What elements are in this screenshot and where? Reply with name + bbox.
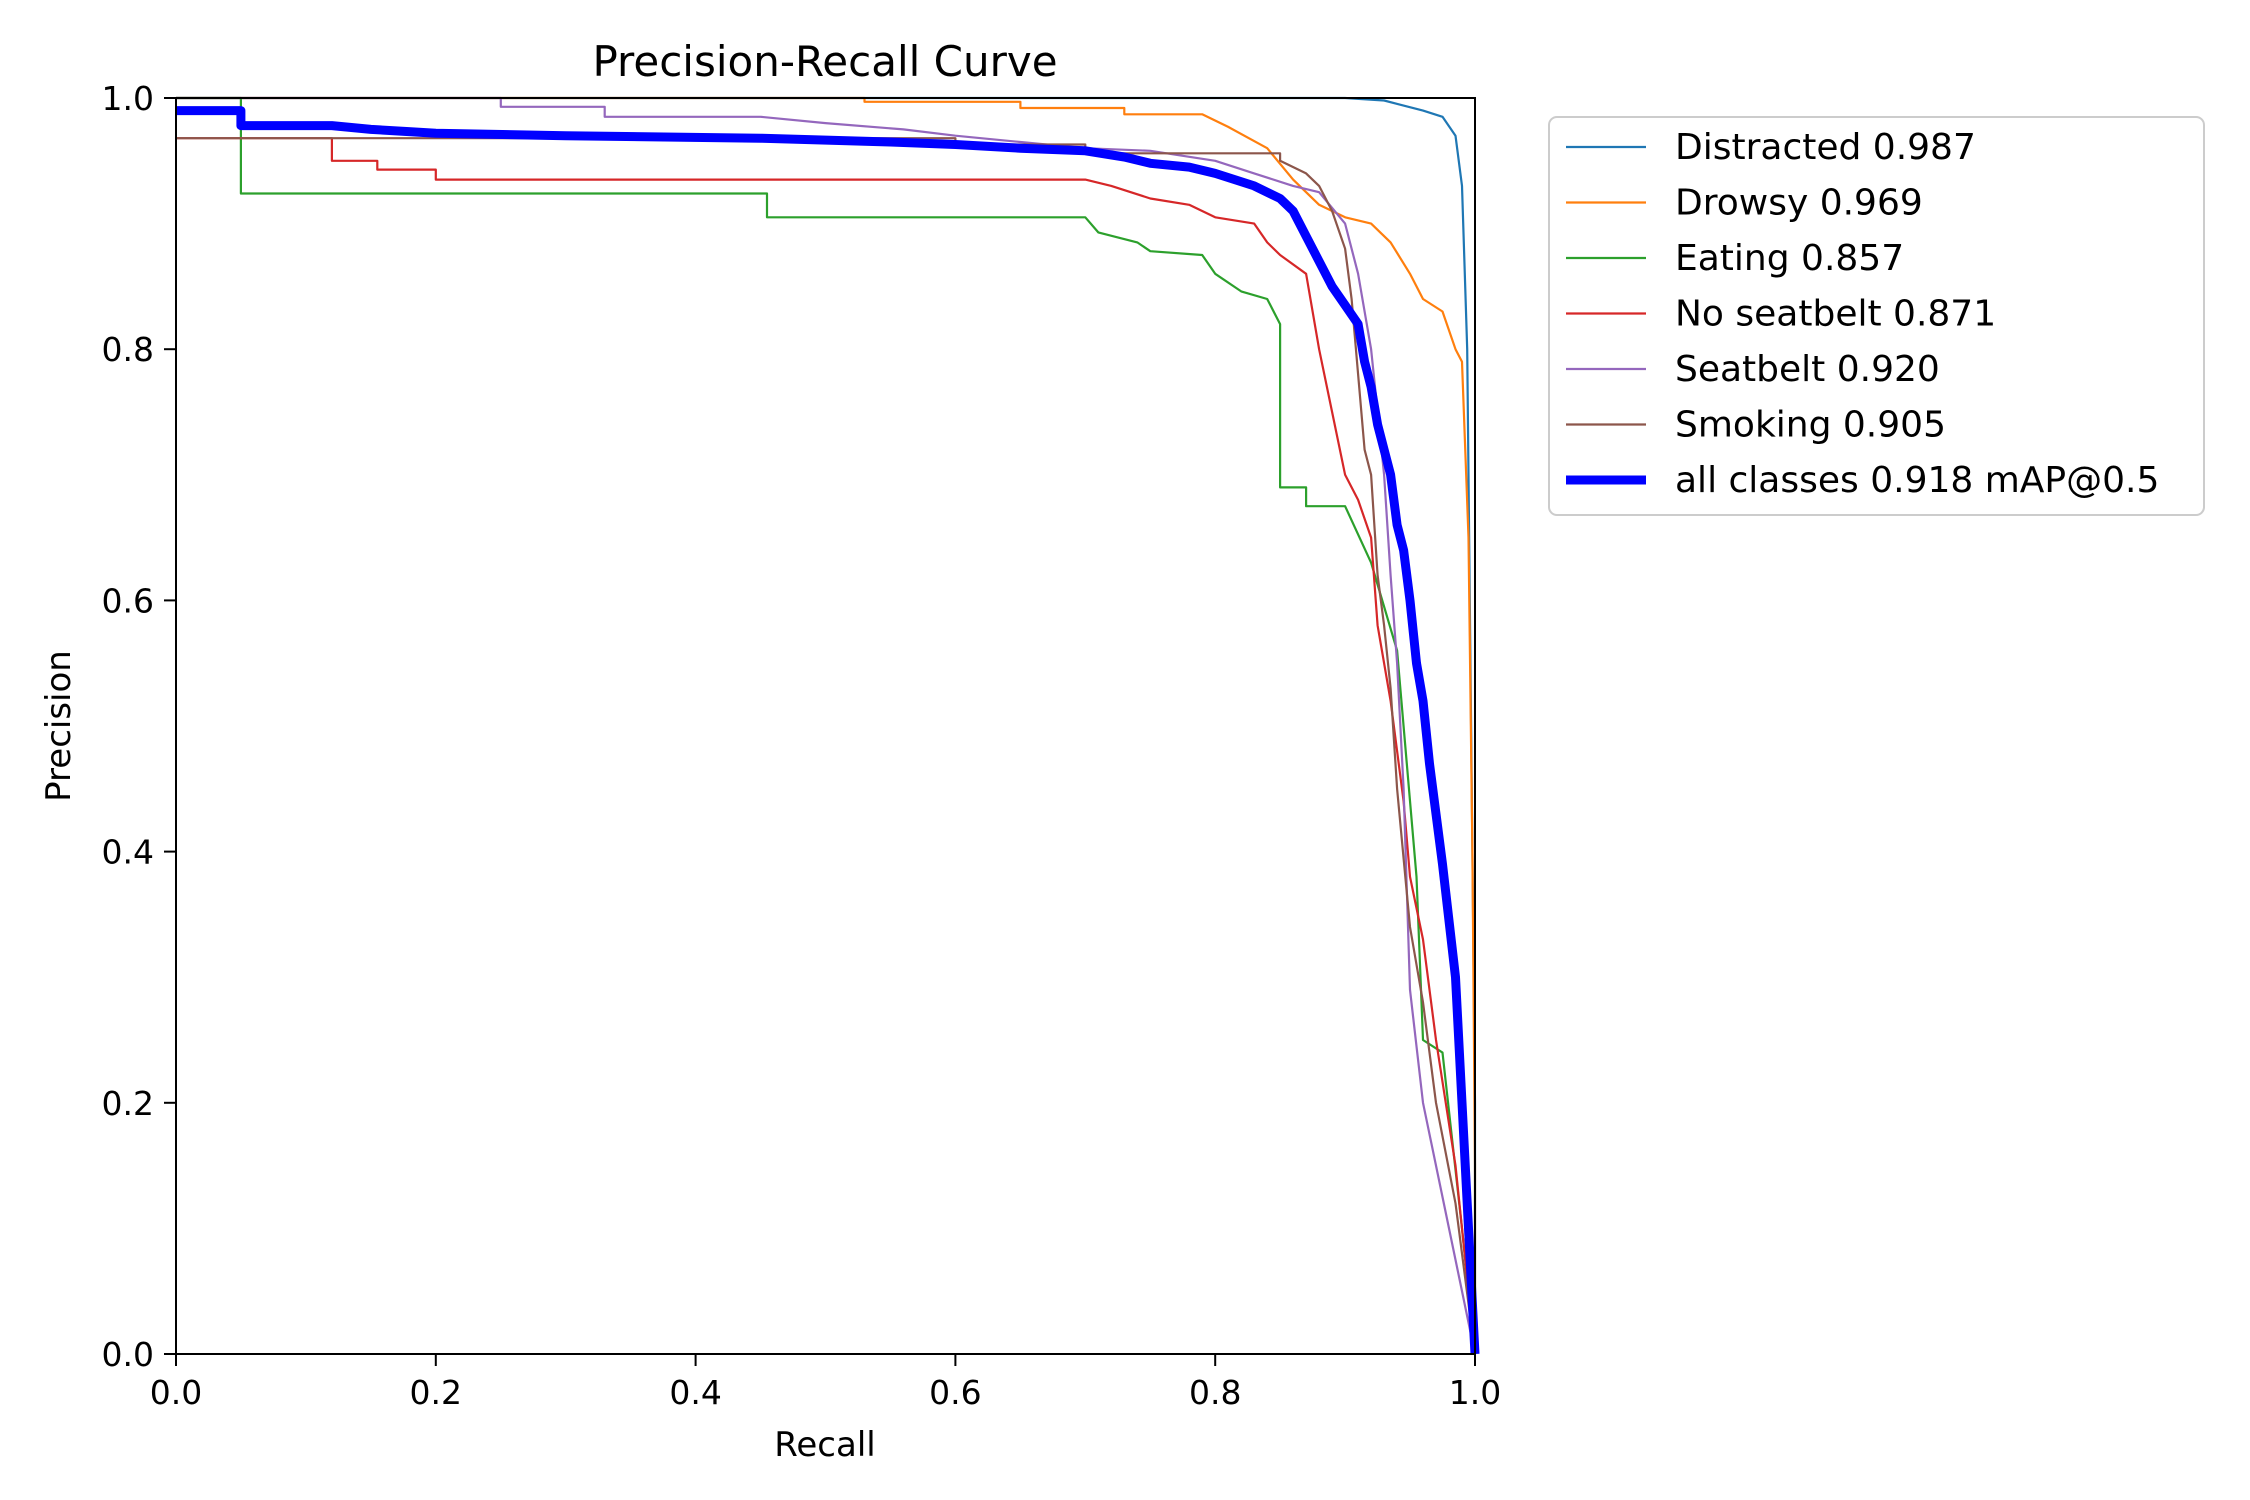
series-line-all-classes	[176, 106, 1480, 1355]
legend-items: Distracted 0.987 Drowsy 0.969 Eating 0.857…	[1566, 127, 2159, 501]
x-tick-label: 0.8	[1189, 1373, 1241, 1412]
legend-label-distracted: Distracted 0.987	[1675, 127, 1976, 168]
y-tick-label: 0.4	[102, 833, 154, 872]
x-axis-label: Recall	[774, 1425, 875, 1465]
ticks-layer: 0.0 0.2 0.4 0.6 0.8 1.0 0.0 0.2 0.4 0.6 0.8 1.0	[102, 79, 1502, 1412]
legend-label-all-classes: all classes 0.918 mAP@0.5	[1675, 460, 2159, 501]
x-tick-label: 0.0	[150, 1373, 202, 1412]
legend-label-drowsy: Drowsy 0.969	[1675, 183, 1923, 224]
legend-label-no-seatbelt: No seatbelt 0.871	[1675, 294, 1996, 335]
y-tick-label: 1.0	[102, 79, 154, 118]
legend-label-eating: Eating 0.857	[1675, 238, 1904, 279]
legend-label-seatbelt: Seatbelt 0.920	[1675, 349, 1940, 390]
y-tick-label: 0.8	[102, 330, 154, 369]
x-tick-label: 1.0	[1449, 1373, 1501, 1412]
series-line-seatbelt	[176, 96, 1477, 1355]
series-line-eating	[176, 96, 1477, 1355]
legend-frame	[1548, 116, 2205, 516]
y-tick-label: 0.6	[102, 581, 154, 620]
x-tick-label: 0.6	[929, 1373, 981, 1412]
y-axis-label: Precision	[39, 650, 79, 802]
x-tick-label: 0.2	[410, 1373, 462, 1412]
x-tick-label: 0.4	[669, 1373, 721, 1412]
chart-title: Precision-Recall Curve	[592, 37, 1057, 86]
legend: Distracted 0.987 Drowsy 0.969 Eating 0.857…	[1548, 116, 2205, 516]
series-layer	[176, 96, 1480, 1355]
y-tick-label: 0.0	[102, 1335, 154, 1374]
plot-frame	[175, 97, 1476, 1355]
legend-label-smoking: Smoking 0.905	[1675, 405, 1946, 446]
y-tick-label: 0.2	[102, 1084, 154, 1123]
